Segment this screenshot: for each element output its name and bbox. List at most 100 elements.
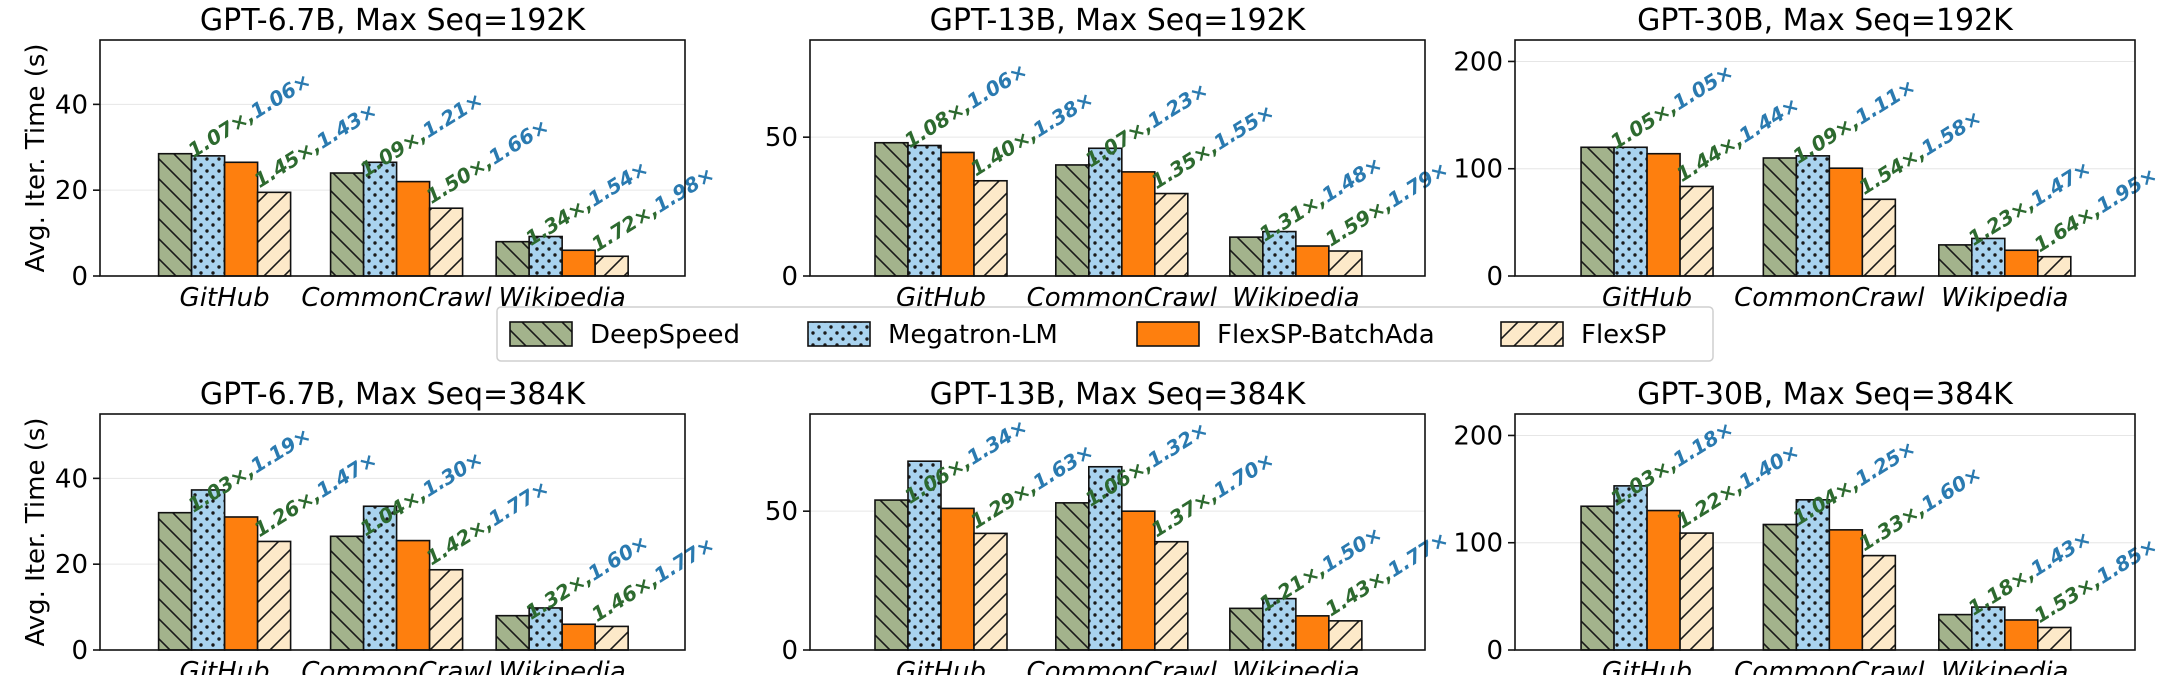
plot-frame	[1514, 39, 2136, 277]
bar-megatron-commoncrawl	[1088, 147, 1123, 277]
bar-flexsp-github	[1679, 185, 1714, 277]
bar-flexsp-batchada-wikipedia	[561, 249, 596, 277]
legend-label-deepspeed: DeepSpeed	[590, 320, 740, 350]
bar-deepspeed-github	[874, 499, 909, 651]
x-tick-label: CommonCrawl	[301, 283, 492, 313]
y-axis-label: Avg. Iter. Time (s)	[21, 43, 51, 272]
y-tick-label: 100	[1453, 155, 1503, 185]
x-tick-label: Wikipedia	[1232, 657, 1359, 675]
bar-flexsp-batchada-commoncrawl	[1121, 510, 1156, 651]
bar-deepspeed-wikipedia	[1938, 613, 1973, 651]
bar-flexsp-commoncrawl	[1861, 554, 1897, 651]
plot-frame	[809, 413, 1426, 651]
bar-flexsp-batchada-github	[1646, 152, 1681, 277]
x-tick-label: CommonCrawl	[301, 657, 492, 675]
plot-frame	[99, 39, 686, 277]
panel-1: 1.07×,1.06×1.45×,1.43×GitHub1.09×,1.21×1…	[21, 3, 718, 313]
bar-deepspeed-commoncrawl	[329, 172, 365, 277]
bar-flexsp-github	[1679, 532, 1714, 651]
panel-title: GPT-6.7B, Max Seq=384K	[200, 377, 587, 412]
y-tick-label: 0	[71, 636, 88, 666]
y-tick-label: 0	[1486, 636, 1503, 666]
y-tick-label: 50	[765, 123, 798, 153]
panel-title: GPT-30B, Max Seq=192K	[1637, 3, 2014, 38]
bar-megatron-github	[190, 155, 226, 277]
bar-megatron-commoncrawl	[1795, 499, 1831, 651]
panel-5: 1.06×,1.34×1.29×,1.63×GitHub1.06×,1.32×1…	[765, 377, 1452, 675]
y-axis-label: Avg. Iter. Time (s)	[21, 417, 51, 646]
bar-deepspeed-wikipedia	[495, 240, 530, 277]
bar-megatron-wikipedia	[528, 235, 563, 277]
plot-frame	[809, 39, 1426, 277]
bar-flexsp-wikipedia	[2037, 255, 2072, 277]
bar-flexsp-batchada-github	[1646, 509, 1681, 651]
y-tick-label: 0	[1486, 262, 1503, 292]
bar-deepspeed-github	[157, 511, 193, 651]
x-tick-label: CommonCrawl	[1734, 657, 1925, 675]
bar-deepspeed-wikipedia	[1229, 607, 1264, 651]
legend-label-flexsp: FlexSP	[1581, 320, 1666, 350]
legend-swatch-flexsp-batchada	[1136, 321, 1200, 347]
y-tick-label: 40	[55, 464, 88, 494]
legend-swatch-flexsp	[1500, 321, 1564, 347]
y-tick-label: 0	[781, 262, 798, 292]
panel-title: GPT-30B, Max Seq=384K	[1637, 377, 2014, 412]
panel-4: 1.03×,1.19×1.26×,1.47×GitHub1.04×,1.30×1…	[21, 377, 718, 675]
bar-flexsp-github	[256, 191, 292, 277]
panel-6: 1.03×,1.18×1.22×,1.40×GitHub1.04×,1.25×1…	[1453, 377, 2160, 675]
bar-flexsp-wikipedia	[2037, 626, 2072, 651]
speedup-annotation: 1.46×,1.77×	[587, 532, 718, 626]
bar-flexsp-batchada-wikipedia	[2004, 249, 2039, 277]
x-tick-label: GitHub	[1602, 657, 1692, 675]
bar-flexsp-batchada-commoncrawl	[1121, 171, 1156, 277]
y-tick-label: 0	[71, 262, 88, 292]
bar-flexsp-batchada-wikipedia	[1295, 245, 1330, 277]
bar-deepspeed-wikipedia	[1229, 236, 1264, 277]
y-tick-label: 40	[55, 90, 88, 120]
y-tick-label: 50	[765, 497, 798, 527]
bar-flexsp-commoncrawl	[428, 207, 464, 277]
legend-swatch-megatron	[807, 321, 871, 347]
bar-deepspeed-commoncrawl	[1762, 157, 1798, 277]
bar-flexsp-batchada-github	[223, 516, 259, 651]
bar-deepspeed-commoncrawl	[1055, 164, 1090, 277]
panel-title: GPT-6.7B, Max Seq=192K	[200, 3, 587, 38]
bar-flexsp-batchada-wikipedia	[2004, 619, 2039, 651]
x-tick-label: Wikipedia	[1941, 657, 2068, 675]
legend-swatch-deepspeed	[509, 321, 573, 347]
y-tick-label: 0	[781, 636, 798, 666]
y-tick-label: 200	[1453, 47, 1503, 77]
bar-flexsp-batchada-github	[223, 161, 259, 277]
legend: DeepSpeed Megatron-LM FlexSP-BatchAda FlexS…	[496, 306, 1714, 362]
bar-flexsp-wikipedia	[594, 255, 629, 277]
legend-label-megatron: Megatron-LM	[888, 320, 1058, 350]
bar-megatron-commoncrawl	[1795, 155, 1831, 277]
y-tick-label: 200	[1453, 421, 1503, 451]
bar-deepspeed-commoncrawl	[1055, 502, 1090, 651]
bar-flexsp-batchada-commoncrawl	[395, 539, 431, 651]
bar-megatron-commoncrawl	[362, 505, 398, 651]
speedup-annotation: 1.59×,1.79×	[1321, 157, 1452, 251]
bar-deepspeed-github	[874, 141, 909, 277]
bar-flexsp-commoncrawl	[428, 568, 464, 651]
plot-frame	[1514, 413, 2136, 651]
bar-flexsp-wikipedia	[1328, 620, 1363, 651]
bar-deepspeed-github	[157, 152, 193, 277]
x-tick-label: GitHub	[180, 657, 270, 675]
bar-deepspeed-commoncrawl	[329, 535, 365, 651]
y-tick-label: 20	[55, 550, 88, 580]
bar-flexsp-batchada-github	[940, 151, 975, 277]
legend-label-flexsp-batchada: FlexSP-BatchAda	[1217, 320, 1435, 350]
bar-flexsp-batchada-commoncrawl	[1828, 529, 1864, 651]
bar-deepspeed-github	[1580, 146, 1615, 277]
speedup-annotation: 1.43×,1.77×	[1321, 527, 1452, 621]
bar-flexsp-github	[256, 540, 292, 651]
y-tick-label: 20	[55, 176, 88, 206]
bar-flexsp-github	[973, 532, 1008, 651]
bar-flexsp-wikipedia	[1328, 250, 1363, 277]
x-tick-label: Wikipedia	[498, 657, 625, 675]
bar-deepspeed-wikipedia	[495, 614, 530, 651]
plot-frame	[99, 413, 686, 651]
